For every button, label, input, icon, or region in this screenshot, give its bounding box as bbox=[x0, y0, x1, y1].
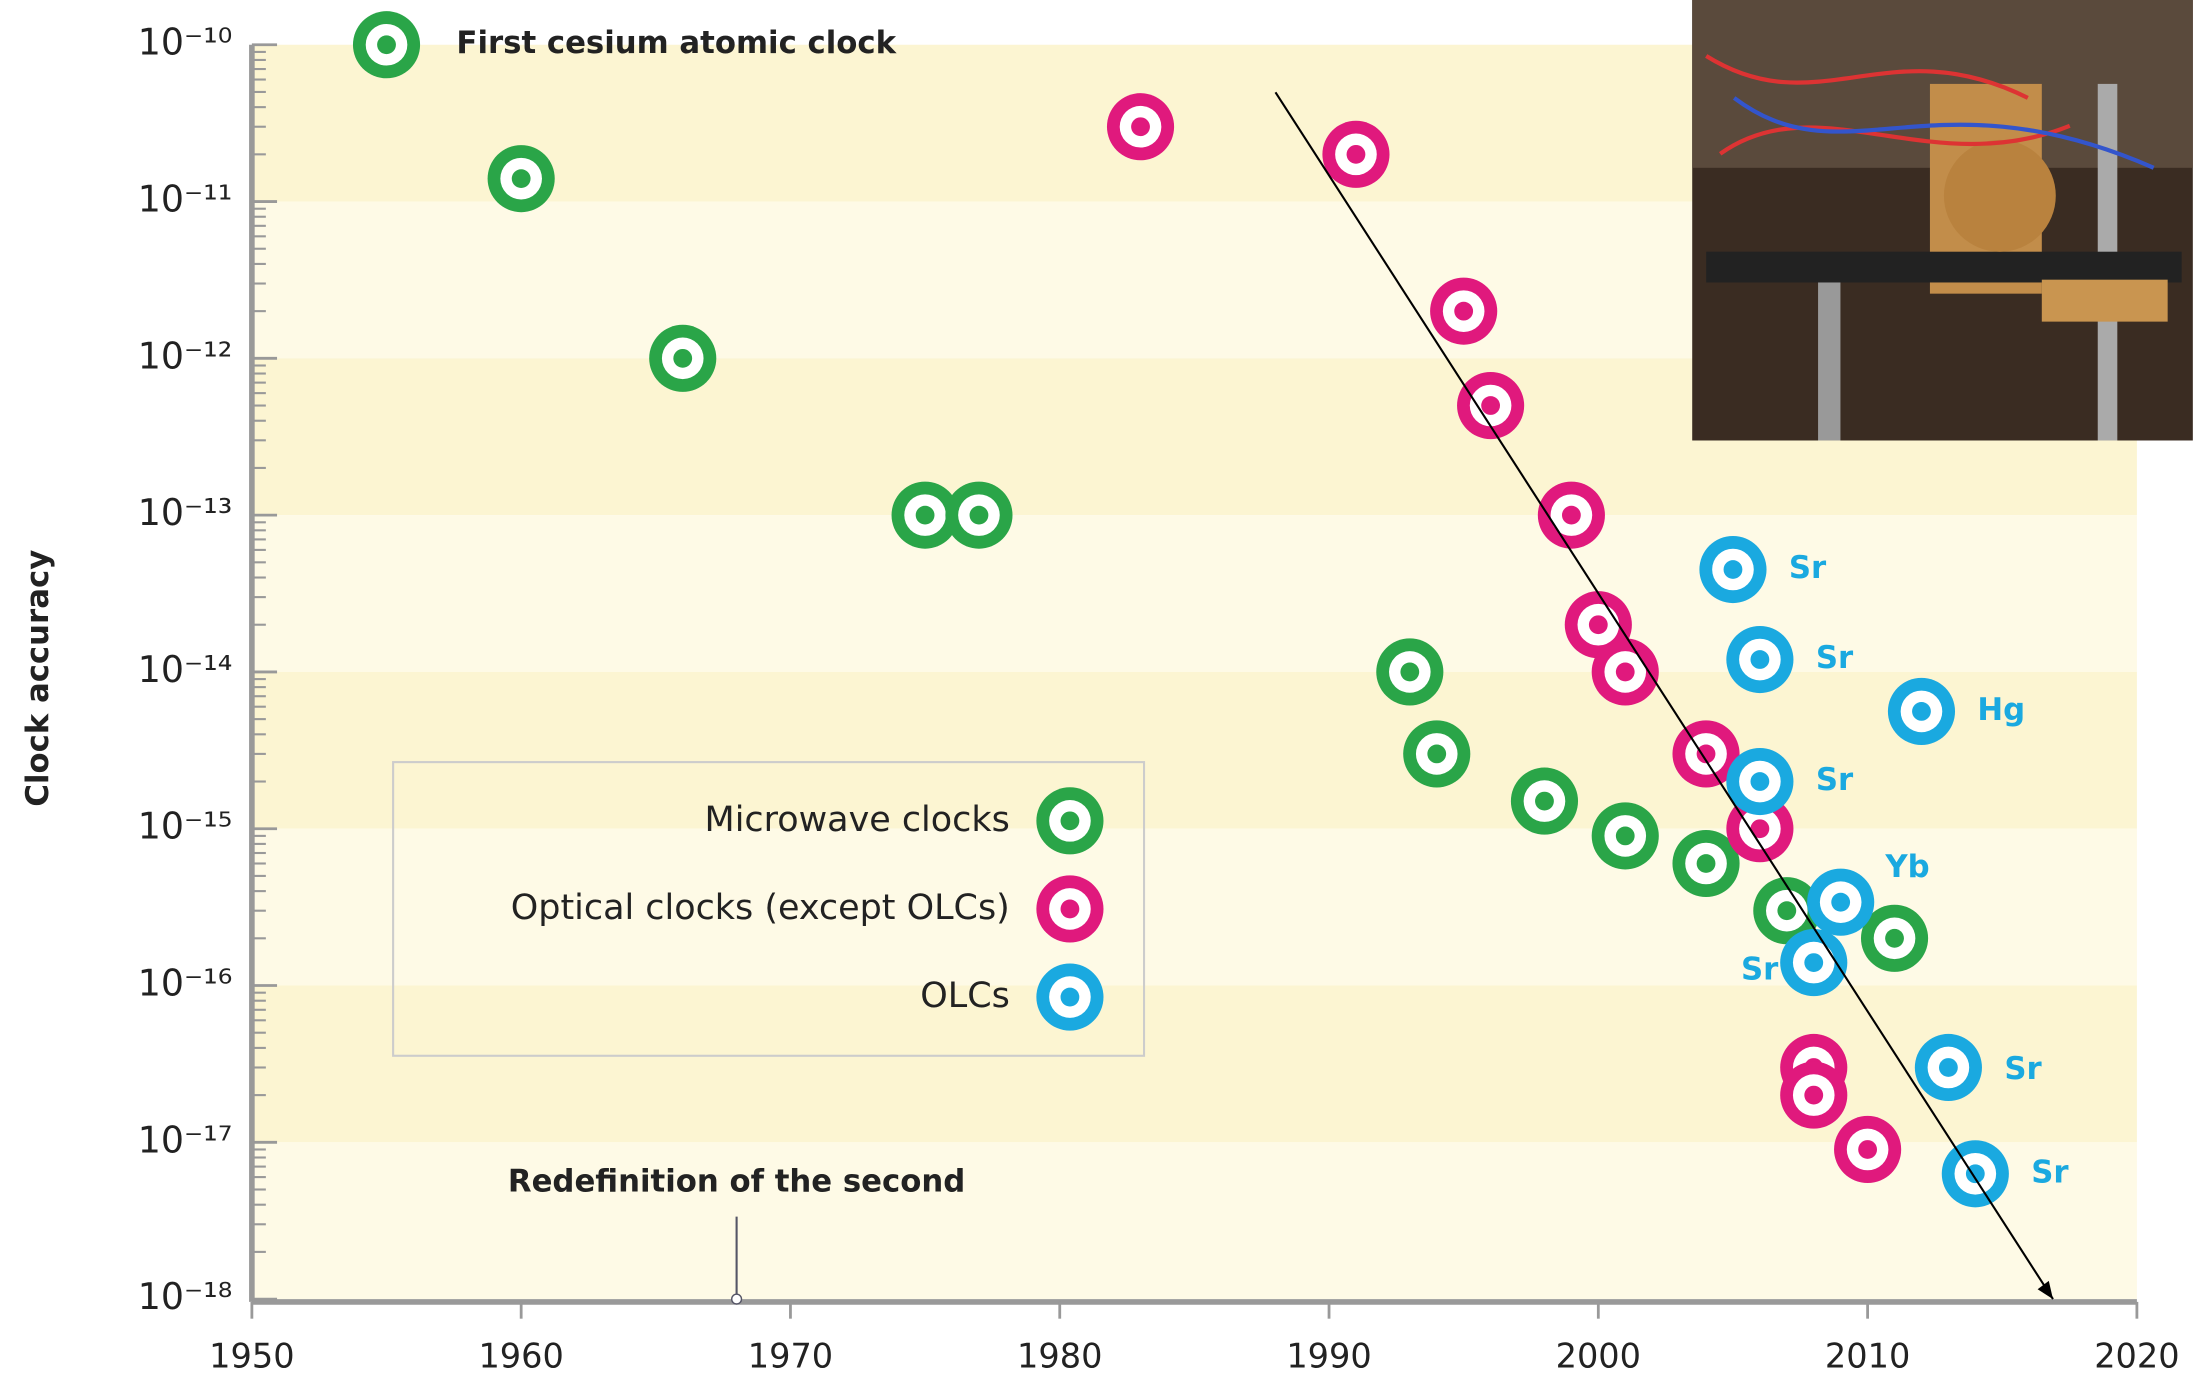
legend-marker bbox=[1036, 875, 1103, 942]
legend-marker bbox=[1036, 787, 1103, 854]
marker-dot bbox=[916, 506, 935, 525]
point bbox=[1726, 626, 1793, 693]
x-tick-label: 1970 bbox=[748, 1336, 833, 1375]
legend-label: OLCs bbox=[920, 976, 1010, 1016]
point bbox=[1834, 1116, 1901, 1183]
marker-dot bbox=[1061, 811, 1080, 830]
legend-label: Optical clocks (except OLCs) bbox=[511, 888, 1010, 928]
point bbox=[488, 145, 555, 212]
point bbox=[1511, 768, 1578, 835]
marker-dot bbox=[377, 35, 396, 54]
x-tick-label: 2000 bbox=[1556, 1336, 1641, 1375]
y-tick-label: 10⁻¹⁶ bbox=[138, 962, 233, 1005]
point bbox=[1376, 638, 1443, 705]
marker-dot bbox=[1131, 117, 1150, 136]
marker-dot bbox=[512, 169, 531, 188]
point bbox=[1888, 678, 1955, 745]
x-tick-label: 2020 bbox=[2094, 1336, 2179, 1375]
point bbox=[1807, 869, 1874, 936]
marker-dot bbox=[1535, 792, 1554, 811]
marker-dot bbox=[1724, 560, 1743, 579]
marker-dot bbox=[1616, 663, 1635, 682]
y-tick-label: 10⁻¹⁷ bbox=[138, 1118, 233, 1161]
marker-dot bbox=[1589, 615, 1608, 634]
point bbox=[649, 325, 716, 392]
marker-dot bbox=[1804, 953, 1823, 972]
y-tick-label: 10⁻¹⁴ bbox=[138, 648, 233, 691]
point bbox=[1322, 121, 1389, 188]
marker-dot bbox=[1400, 663, 1419, 682]
page: {"chart_data":{"type":"scatter","y_axis_… bbox=[0, 0, 2193, 1383]
point bbox=[1915, 1034, 1982, 1101]
marker-dot bbox=[1061, 900, 1080, 919]
point bbox=[1430, 278, 1497, 345]
annotation: First cesium atomic clock bbox=[456, 25, 897, 61]
marker-dot bbox=[1697, 854, 1716, 873]
point-label: Sr bbox=[2031, 1154, 2069, 1190]
marker-dot bbox=[1858, 1140, 1877, 1159]
marker-dot bbox=[1912, 702, 1931, 721]
point bbox=[1942, 1140, 2009, 1207]
point-label: Sr bbox=[1789, 550, 1827, 586]
marker-dot bbox=[1061, 988, 1080, 1007]
x-tick-label: 2010 bbox=[1825, 1336, 1910, 1375]
band bbox=[252, 515, 2137, 672]
marker-dot bbox=[673, 349, 692, 368]
marker-dot bbox=[1750, 650, 1769, 669]
marker-dot bbox=[1454, 302, 1473, 321]
point bbox=[1699, 536, 1766, 603]
y-tick-label: 10⁻¹² bbox=[138, 334, 233, 377]
marker-dot bbox=[1831, 893, 1850, 912]
y-tick-label: 10⁻¹¹ bbox=[138, 178, 233, 221]
marker-dot bbox=[1347, 145, 1366, 164]
x-tick-label: 1990 bbox=[1286, 1336, 1371, 1375]
point-label: Sr bbox=[1816, 762, 1854, 798]
marker-dot bbox=[1939, 1058, 1958, 1077]
y-tick-label: 10⁻¹⁰ bbox=[138, 21, 233, 64]
point-label: Sr bbox=[2004, 1051, 2042, 1087]
marker-dot bbox=[1885, 929, 1904, 948]
marker-dot bbox=[1616, 826, 1635, 845]
y-axis-label: Clock accuracy bbox=[20, 550, 56, 807]
point bbox=[1457, 372, 1524, 439]
point bbox=[1107, 93, 1174, 160]
marker-dot bbox=[970, 506, 989, 525]
marker-dot bbox=[1777, 901, 1796, 920]
point bbox=[945, 482, 1012, 549]
marker-dot bbox=[1750, 772, 1769, 791]
point bbox=[1780, 1062, 1847, 1129]
marker-dot bbox=[1804, 1086, 1823, 1105]
marker-dot bbox=[1562, 506, 1581, 525]
point bbox=[1592, 802, 1659, 869]
legend-marker bbox=[1036, 963, 1103, 1030]
marker-dot bbox=[1481, 396, 1500, 415]
point-label: Yb bbox=[1884, 849, 1929, 885]
photo bbox=[1692, 0, 2193, 440]
point bbox=[1726, 748, 1793, 815]
point-label: Sr bbox=[1816, 640, 1854, 676]
x-tick-label: 1960 bbox=[478, 1336, 563, 1375]
y-tick-label: 10⁻¹⁵ bbox=[138, 805, 233, 848]
x-tick-label: 1980 bbox=[1017, 1336, 1102, 1375]
annotation: Redefinition of the second bbox=[508, 1164, 965, 1200]
chart: Clock accuracy 10⁻¹⁰ 10⁻¹¹ 10⁻¹² 10⁻¹³ 10⁻¹⁴… bbox=[0, 0, 2193, 1383]
annotation-dot bbox=[732, 1294, 742, 1304]
marker-dot bbox=[1427, 745, 1446, 764]
legend-label: Microwave clocks bbox=[705, 800, 1010, 840]
x-tick-label: 1950 bbox=[209, 1336, 294, 1375]
point-label: Hg bbox=[1977, 692, 2025, 728]
y-tick-label: 10⁻¹⁸ bbox=[138, 1275, 233, 1318]
point-label: Sr bbox=[1741, 951, 1779, 987]
point bbox=[1403, 720, 1470, 787]
y-tick-label: 10⁻¹³ bbox=[138, 491, 233, 534]
point bbox=[353, 11, 420, 78]
band bbox=[252, 672, 2137, 829]
